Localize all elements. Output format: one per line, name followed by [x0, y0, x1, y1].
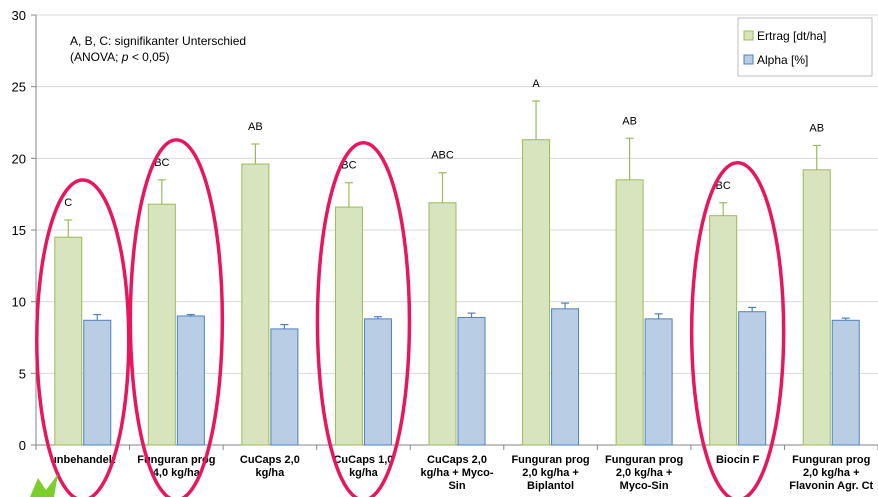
highlight-ellipses — [35, 138, 786, 497]
legend: Ertrag [dt/ha] Alpha [%] — [737, 17, 873, 77]
category-label: CuCaps 1,0 — [333, 454, 393, 466]
bar-alpha — [270, 328, 299, 446]
bar-ertrag — [54, 236, 83, 446]
significance-label: AB — [622, 115, 637, 127]
y-tick-label: 25 — [12, 80, 26, 95]
significance-label: ABC — [431, 150, 454, 162]
y-axis: 0 5 10 15 20 25 30 — [12, 8, 878, 453]
category-label: unbehandelt — [50, 454, 116, 466]
y-tick-label: 10 — [12, 295, 26, 310]
bar-alpha — [457, 316, 486, 446]
bar-alpha — [176, 315, 205, 446]
bar-ertrag — [522, 139, 551, 446]
highlight-ellipse — [689, 161, 786, 497]
category-label: CuCaps 2,0 — [240, 454, 300, 466]
annotation: A, B, C: signifikanter Unterschied (ANOV… — [70, 34, 246, 64]
highlight-ellipse — [35, 178, 131, 497]
bar-ertrag — [709, 215, 738, 446]
category-label: 2,0 kg/ha + — [616, 467, 673, 479]
annotation-line-1: A, B, C: signifikanter Unterschied — [70, 34, 246, 48]
bar-alpha — [363, 318, 392, 446]
bars — [54, 100, 860, 446]
category-label: 2,0 kg/ha + — [803, 467, 860, 479]
category-label: Biocin F — [716, 454, 760, 466]
bar-alpha — [83, 319, 112, 446]
category-label: Flavonin Agr. Ct — [789, 480, 873, 492]
category-label: 4,0 kg/ha — [153, 467, 201, 479]
bar-ertrag — [802, 169, 831, 446]
annotation-line-2: (ANOVA; p < 0,05) — [70, 50, 170, 64]
bar-alpha — [644, 318, 673, 446]
category-label: 2,0 kg/ha + — [522, 467, 579, 479]
legend-swatch-alpha — [743, 54, 754, 65]
category-label: kg/ha — [349, 467, 379, 479]
bar-ertrag — [428, 202, 457, 446]
grid-lines — [36, 14, 878, 446]
bar-alpha — [551, 308, 580, 446]
bar-ertrag — [334, 206, 363, 446]
bar-ertrag — [147, 203, 176, 446]
significance-label: BC — [716, 180, 731, 192]
bar-alpha — [831, 319, 860, 446]
highlight-ellipse — [128, 138, 225, 497]
y-tick-label: 15 — [12, 223, 26, 238]
significance-label: BC — [341, 160, 356, 172]
category-label: kg/ha + Myco- — [420, 467, 493, 479]
category-label: Sin — [448, 480, 465, 492]
significance-label: A — [532, 78, 540, 90]
legend-label-ertrag: Ertrag [dt/ha] — [757, 29, 826, 43]
category-label: Funguran prog — [605, 454, 683, 466]
highlight-ellipse — [315, 141, 412, 497]
legend-label-alpha: Alpha [%] — [757, 53, 808, 67]
legend-box — [737, 17, 873, 77]
bar-ertrag — [615, 179, 644, 446]
significance-label: BC — [154, 157, 169, 169]
category-label: Myco-Sin — [620, 480, 669, 492]
y-tick-label: 20 — [12, 151, 26, 166]
bar-alpha — [738, 311, 767, 446]
category-label: Funguran prog — [792, 454, 870, 466]
y-tick-label: 30 — [12, 8, 26, 23]
y-tick-label: 0 — [19, 438, 26, 453]
category-label: Funguran prog — [137, 454, 215, 466]
significance-label: AB — [248, 121, 263, 133]
significance-labels: C BC AB BC ABC A AB BC AB — [64, 78, 824, 209]
category-label: Biplantol — [527, 480, 574, 492]
bar-ertrag — [241, 163, 270, 446]
significance-label: AB — [809, 122, 824, 134]
category-label: CuCaps 2,0 — [427, 454, 487, 466]
corner-logo-icon — [30, 474, 58, 497]
legend-swatch-ertrag — [743, 30, 754, 41]
y-tick-label: 5 — [19, 366, 26, 381]
category-label: kg/ha — [256, 467, 286, 479]
significance-label: C — [64, 197, 72, 209]
category-label: Funguran prog — [511, 454, 589, 466]
